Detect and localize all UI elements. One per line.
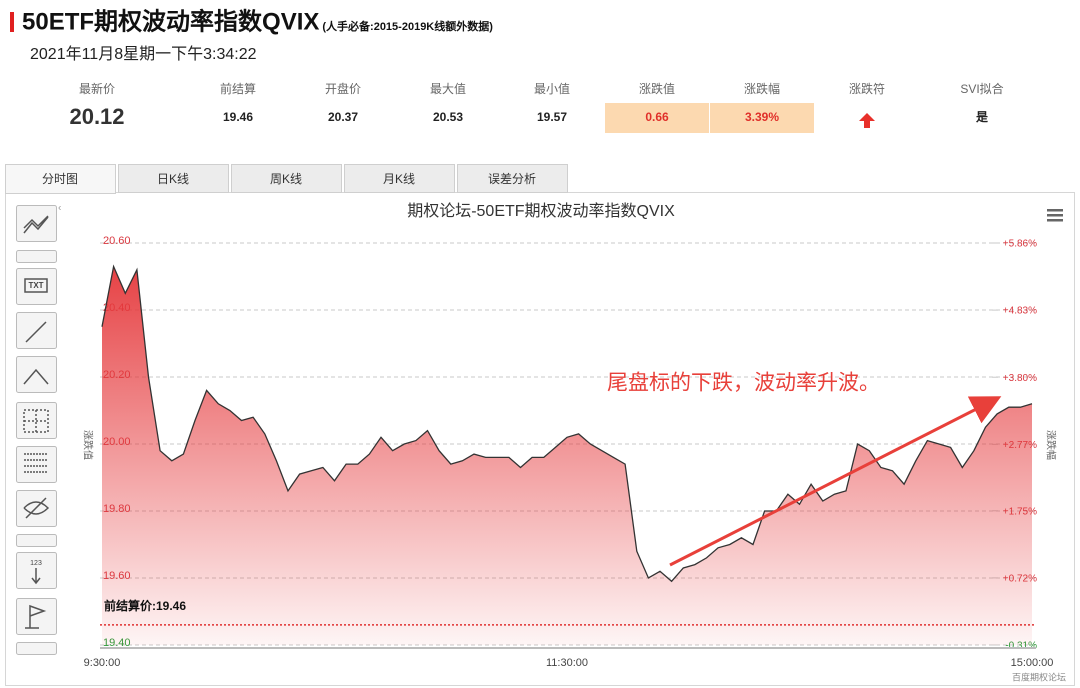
tool-icon (25, 321, 47, 343)
y-tick-label: 20.60 (103, 235, 131, 247)
tool-icon (23, 497, 50, 519)
tool-button[interactable] (16, 534, 57, 547)
stat-highlight (710, 103, 814, 133)
menu-bar (1047, 209, 1063, 212)
stat-label: 前结算 (220, 81, 256, 96)
watermark: 百度期权论坛 (1012, 671, 1066, 682)
page-subtitle: (人手必备:2015-2019K线额外数据) (322, 19, 493, 33)
stat-value: 3.39% (745, 110, 779, 124)
y2-tick-label: +5.86% (1003, 239, 1037, 250)
x-tick-label: 15:00:00 (1011, 657, 1054, 669)
tool-icon (31, 568, 41, 585)
tab-background (231, 164, 342, 193)
collapse-toggle[interactable]: ‹ (58, 203, 61, 214)
stat-label: 涨跌值 (639, 81, 675, 96)
stat-highlight (605, 103, 709, 133)
area-fill (102, 266, 1032, 645)
tab-label: 分时图 (42, 172, 78, 186)
stat-value: 20.37 (328, 110, 358, 124)
tab[interactable]: 分时图 (5, 164, 116, 194)
tab[interactable]: 日K线 (118, 164, 229, 193)
y2-axis-title: 涨跌幅 (1044, 430, 1057, 460)
tool-icon-label: TXT (28, 281, 43, 290)
menu-bar (1047, 219, 1063, 222)
annotation: 尾盘标的下跌，波动率升波。 (607, 372, 880, 395)
stat-value: 20.53 (433, 110, 463, 124)
tool-icon (24, 278, 48, 293)
tool-button[interactable] (16, 268, 57, 305)
stat-label: 最新价 (79, 81, 115, 96)
stat-label: 开盘价 (325, 81, 361, 96)
x-tick-label: 11:30:00 (546, 657, 588, 669)
series-line (101, 264, 1033, 583)
tab[interactable]: 误差分析 (457, 164, 568, 193)
tab-label: 误差分析 (488, 172, 536, 186)
title-bar-accent (10, 12, 14, 32)
tool-icon (25, 604, 47, 629)
tab-background (457, 164, 568, 193)
stat-value: 0.66 (645, 110, 669, 124)
up-arrow-icon (859, 113, 875, 128)
tool-icon (24, 453, 48, 473)
tab-label: 月K线 (383, 172, 415, 186)
tab-label: 日K线 (157, 172, 189, 186)
tab-background (344, 164, 455, 193)
tool-button[interactable] (16, 250, 57, 263)
annotation-arrow (669, 396, 1002, 567)
tab-background (118, 164, 229, 193)
stat-label: 涨跌符 (849, 81, 885, 96)
stat-value: 19.57 (537, 110, 567, 124)
tool-button[interactable] (16, 642, 57, 655)
stat-label: 最大值 (430, 81, 466, 96)
chart-menu[interactable] (1047, 209, 1063, 222)
datetime: 2021年11月8星期一下午3:34:22 (30, 45, 257, 63)
y-axis-title: 涨跌值 (81, 430, 94, 460)
chart-title: 期权论坛-50ETF期权波动率指数QVIX (407, 202, 675, 220)
menu-bar (1047, 214, 1063, 217)
tool-button[interactable] (16, 356, 57, 393)
y2-tick-label: -0.31% (1005, 641, 1037, 652)
stat-label: SVI拟合 (960, 81, 1003, 96)
tab-label: 周K线 (270, 172, 302, 186)
x-tick-label: 9:30:00 (84, 657, 121, 669)
tool-icon (23, 368, 49, 385)
stat-value: 是 (975, 110, 989, 124)
page-title: 50ETF期权波动率指数QVIX (22, 7, 319, 35)
tool-button[interactable] (16, 598, 57, 635)
tab[interactable]: 月K线 (344, 164, 455, 193)
y2-tick-label: +3.80% (1003, 373, 1037, 384)
tool-icon (23, 409, 49, 433)
stat-label: 最小值 (534, 81, 570, 96)
toolbar: TXT 123 (16, 205, 57, 655)
tool-button[interactable] (16, 446, 57, 483)
stat-label: 涨跌幅 (744, 81, 780, 96)
y2-tick-label: +4.83% (1003, 306, 1037, 317)
tab[interactable]: 周K线 (231, 164, 342, 193)
stat-value: 20.12 (69, 104, 124, 129)
tool-icon (23, 215, 49, 234)
stat-value: 19.46 (223, 110, 253, 124)
tab-background (5, 164, 116, 194)
tool-icon-label: 123 (30, 560, 42, 567)
reference-label: 前结算价:19.46 (104, 598, 186, 613)
